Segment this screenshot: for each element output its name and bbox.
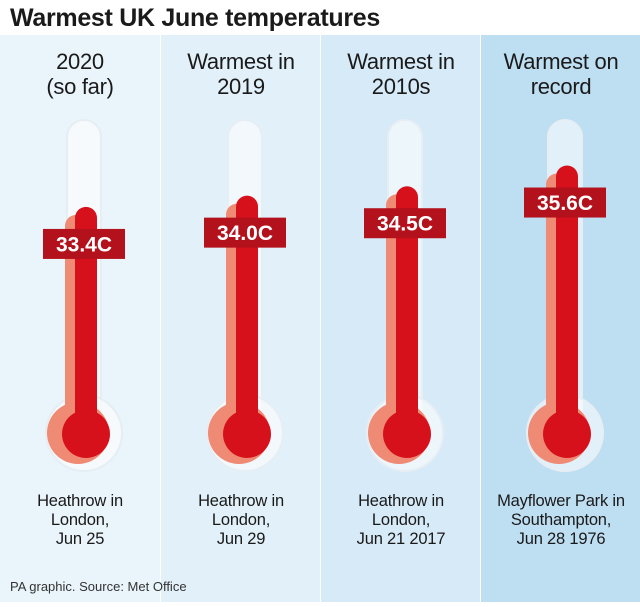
- value-label-box: [43, 228, 125, 259]
- thermometer: 34.5C: [321, 35, 481, 607]
- thermometer: 35.6C: [481, 35, 640, 607]
- thermometer-svg: 34.0C: [204, 119, 286, 472]
- category-label: Warmest in 2019: [187, 49, 295, 99]
- thermometer: 33.4C: [0, 35, 160, 607]
- location-label: Heathrow in London, Jun 29: [198, 492, 284, 548]
- panel-record: Warmest on record 35.6C Mayflower Park i…: [480, 35, 640, 602]
- chart-title: Warmest UK June temperatures: [10, 4, 380, 32]
- panel-2019: Warmest in 2019 34.0C Heathrow in London…: [160, 35, 321, 602]
- mercury-bulb: [383, 410, 431, 458]
- category-label: Warmest in 2010s: [347, 49, 455, 99]
- value-label-box: [364, 208, 446, 239]
- mercury-bulb: [62, 410, 110, 458]
- mercury-bar: [556, 165, 578, 433]
- value-label-box: [524, 187, 606, 218]
- mercury-bulb: [223, 410, 271, 458]
- chart-panels: 2020 (so far) 33.4C Heathrow in London, …: [0, 35, 640, 602]
- panel-2010s: Warmest in 2010s 34.5C Heathrow in Londo…: [320, 35, 481, 602]
- location-label: Heathrow in London, Jun 25: [37, 492, 123, 548]
- location-label: Heathrow in London, Jun 21 2017: [356, 492, 446, 548]
- location-label: Mayflower Park in Southampton, Jun 28 19…: [497, 492, 625, 548]
- panel-2020: 2020 (so far) 33.4C Heathrow in London, …: [0, 35, 160, 602]
- category-label: Warmest on record: [503, 49, 619, 99]
- thermometer-svg: 35.6C: [524, 119, 606, 472]
- mercury-bar: [236, 195, 258, 433]
- value-label: 34.0C: [217, 222, 273, 245]
- value-label-box: [204, 217, 286, 248]
- category-label: 2020 (so far): [46, 49, 114, 99]
- thermometer: 34.0C: [161, 35, 321, 607]
- source-note: PA graphic. Source: Met Office: [10, 579, 187, 594]
- thermometer-svg: 34.5C: [364, 119, 446, 472]
- value-label: 35.6C: [537, 192, 593, 215]
- value-label: 34.5C: [377, 213, 433, 236]
- value-label: 33.4C: [56, 233, 112, 256]
- thermometer-svg: 33.4C: [43, 119, 125, 472]
- mercury-bar: [396, 186, 418, 433]
- mercury-bulb: [543, 410, 591, 458]
- mercury-bar: [75, 206, 97, 433]
